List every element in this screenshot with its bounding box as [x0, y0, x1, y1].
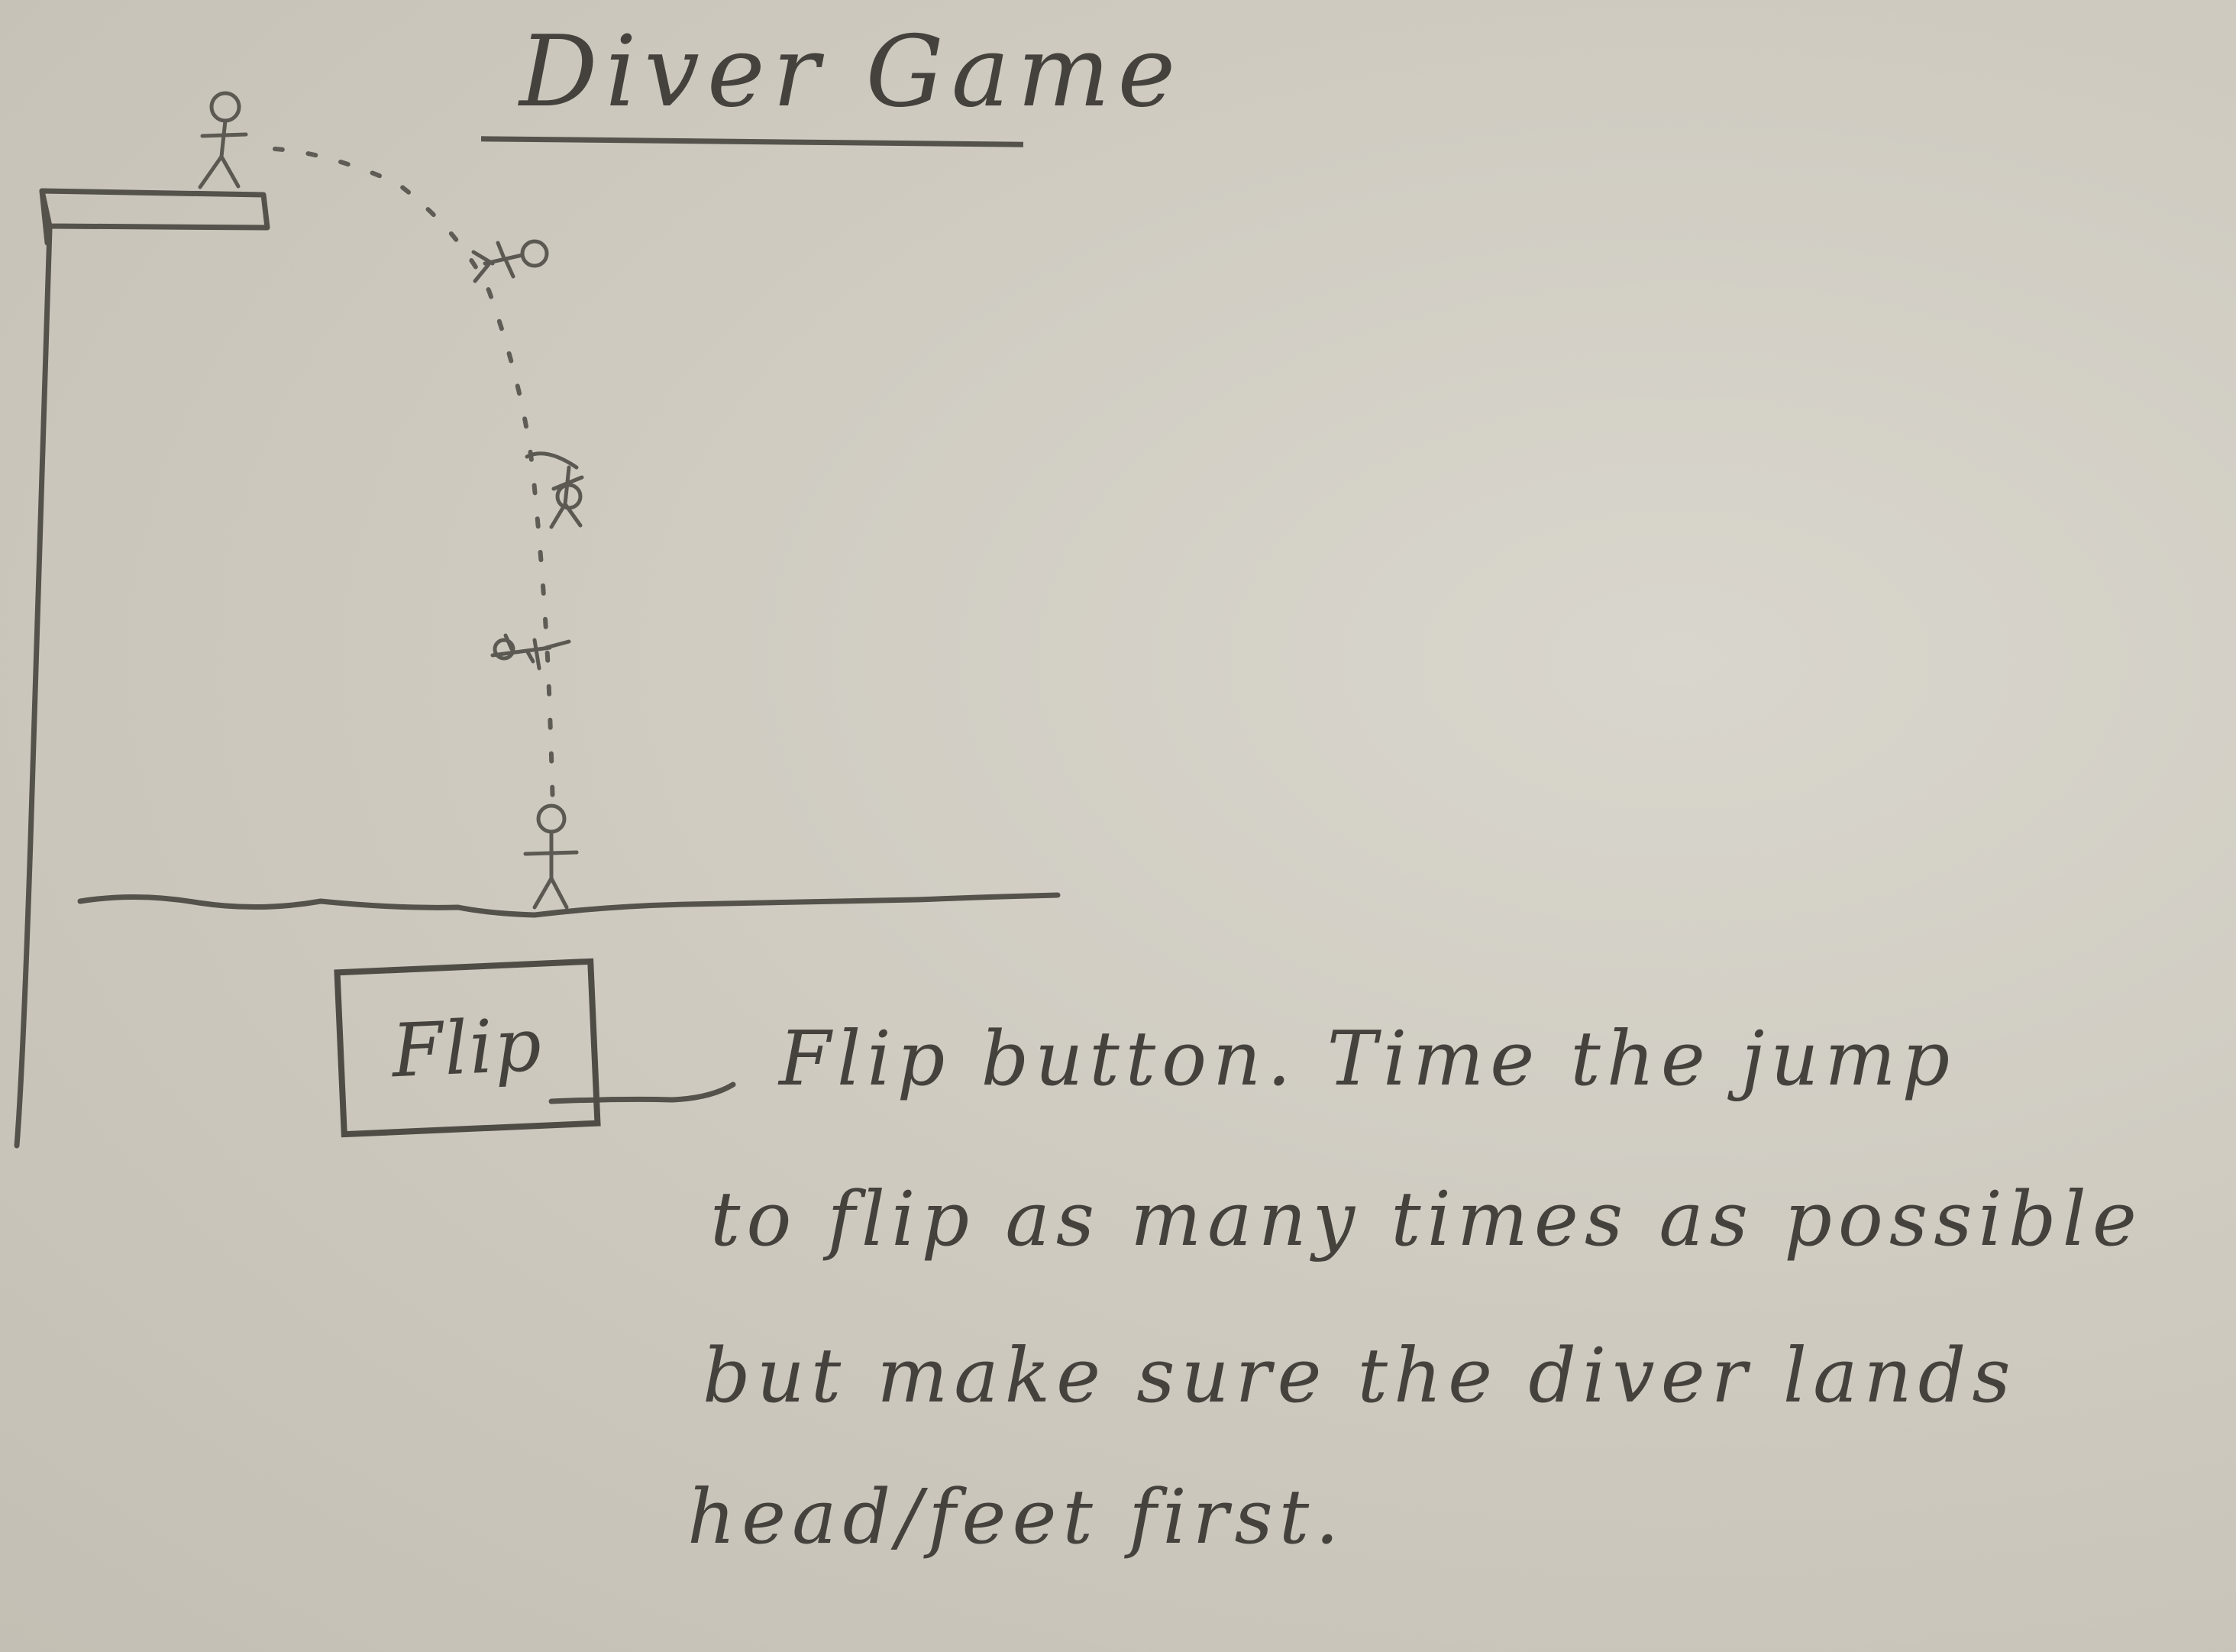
annotation-line-4: head/feet first. — [687, 1474, 1346, 1561]
sketch-title: Diver Game — [519, 15, 1184, 129]
diver-tuck-icon — [471, 239, 549, 283]
diver-entry-icon — [490, 633, 571, 671]
diver-landed-icon — [523, 803, 579, 910]
annotation-line-3: but make sure the diver lands — [703, 1333, 2017, 1420]
diver-flip-icon — [525, 451, 584, 529]
annotation-line-1: Flip button. Time the jump — [779, 1016, 1956, 1103]
water-surface — [77, 892, 1061, 918]
diving-platform — [14, 188, 270, 1149]
trajectory-line — [273, 147, 555, 812]
flip-button[interactable]: Flip — [334, 958, 601, 1138]
annotation-line-2: to flip as many times as possible — [710, 1176, 2143, 1263]
diver-standing-icon — [198, 91, 248, 189]
annotation-connector — [548, 1081, 736, 1104]
flip-button-label: Flip — [389, 1001, 545, 1094]
